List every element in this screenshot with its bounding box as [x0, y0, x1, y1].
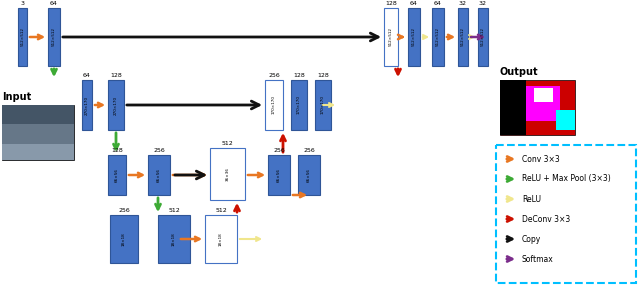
Text: 170×170: 170×170 — [297, 95, 301, 114]
Text: 512×512: 512×512 — [412, 27, 416, 47]
Text: Softmax: Softmax — [522, 255, 554, 264]
Bar — [18, 8, 27, 66]
Bar — [265, 80, 283, 130]
Text: 512: 512 — [215, 208, 227, 213]
Text: DeConv 3×3: DeConv 3×3 — [522, 214, 570, 223]
Text: Output: Output — [500, 67, 539, 77]
Text: 270×170: 270×170 — [114, 95, 118, 114]
Bar — [205, 215, 237, 263]
Text: 256: 256 — [118, 208, 130, 213]
Bar — [108, 80, 124, 130]
Text: 18×18: 18×18 — [172, 232, 176, 246]
Text: 66×56: 66×56 — [157, 168, 161, 182]
Bar — [315, 80, 331, 130]
Text: 3: 3 — [20, 1, 24, 6]
Bar — [2, 105, 74, 124]
Bar — [48, 8, 60, 66]
Bar — [556, 110, 575, 129]
Bar — [432, 8, 444, 66]
Text: 512: 512 — [168, 208, 180, 213]
Text: 256: 256 — [273, 148, 285, 153]
Bar — [148, 155, 170, 195]
Text: 256: 256 — [153, 148, 165, 153]
Text: 128: 128 — [293, 73, 305, 78]
Bar — [526, 86, 560, 121]
Bar — [534, 88, 552, 102]
Text: Input: Input — [2, 92, 31, 102]
Text: 512: 512 — [221, 141, 234, 146]
Bar — [108, 155, 126, 195]
Text: 66×56: 66×56 — [115, 168, 119, 182]
Text: 170×170: 170×170 — [321, 95, 325, 114]
Bar — [2, 144, 74, 160]
Text: 64: 64 — [410, 1, 418, 6]
Text: 512×512: 512×512 — [52, 27, 56, 47]
Bar — [210, 148, 245, 200]
Bar — [291, 80, 307, 130]
Text: 66×56: 66×56 — [277, 168, 281, 182]
Text: 66×56: 66×56 — [307, 168, 311, 182]
Text: 18×18: 18×18 — [122, 232, 126, 246]
Text: 128: 128 — [110, 73, 122, 78]
Text: 64: 64 — [434, 1, 442, 6]
Text: 512×512: 512×512 — [389, 27, 393, 47]
Bar — [500, 80, 575, 135]
Bar — [82, 80, 92, 130]
Bar — [478, 8, 488, 66]
Text: 270×170: 270×170 — [85, 95, 89, 114]
Text: 128: 128 — [385, 1, 397, 6]
Text: 18×18: 18×18 — [219, 232, 223, 246]
Bar — [500, 80, 526, 135]
Bar — [298, 155, 320, 195]
Text: ReLU: ReLU — [522, 194, 541, 203]
Text: 64: 64 — [50, 1, 58, 6]
Text: Conv 3×3: Conv 3×3 — [522, 155, 560, 164]
Bar — [496, 145, 636, 283]
Text: 64: 64 — [83, 73, 91, 78]
Text: 512×512: 512×512 — [461, 27, 465, 47]
Bar — [2, 124, 74, 144]
Text: 512×512: 512×512 — [481, 27, 485, 47]
Text: Copy: Copy — [522, 234, 541, 244]
Bar — [110, 215, 138, 263]
Text: 36×36: 36×36 — [225, 167, 230, 181]
Bar — [384, 8, 398, 66]
Text: 128: 128 — [317, 73, 329, 78]
Bar — [158, 215, 190, 263]
Text: 512×512: 512×512 — [436, 27, 440, 47]
Bar — [268, 155, 290, 195]
Text: 256: 256 — [268, 73, 280, 78]
Text: 32: 32 — [459, 1, 467, 6]
Text: ReLU + Max Pool (3×3): ReLU + Max Pool (3×3) — [522, 175, 611, 184]
Text: 128: 128 — [111, 148, 123, 153]
Bar — [408, 8, 420, 66]
Text: 512×512: 512×512 — [20, 27, 24, 47]
Bar — [2, 105, 74, 160]
Text: 170×170: 170×170 — [272, 95, 276, 114]
Text: 256: 256 — [303, 148, 315, 153]
Bar — [458, 8, 468, 66]
Text: 32: 32 — [479, 1, 487, 6]
